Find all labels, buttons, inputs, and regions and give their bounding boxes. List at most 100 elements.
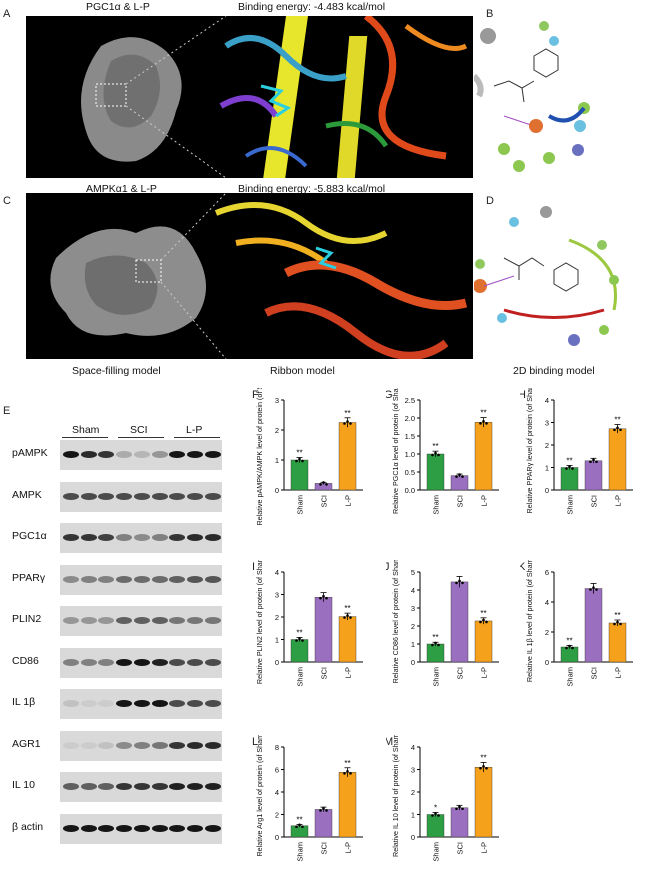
data-point	[595, 588, 598, 591]
significance-mark: **	[480, 609, 486, 618]
wb-band	[116, 617, 133, 624]
wb-band	[204, 783, 221, 790]
wb-band	[116, 575, 133, 583]
y-tick-label: 4	[545, 598, 549, 607]
data-point	[458, 805, 461, 809]
docking-c-image	[26, 192, 473, 360]
y-tick-label: 2	[545, 628, 549, 637]
wb-band	[98, 534, 115, 541]
significance-mark: **	[432, 442, 438, 451]
y-tick-label: 1.0	[405, 450, 415, 459]
data-point	[589, 588, 592, 591]
y-tick-label: 3	[411, 766, 415, 775]
data-point	[619, 428, 622, 432]
wb-band	[133, 824, 150, 832]
wb-band	[63, 534, 79, 541]
wb-band	[133, 783, 150, 790]
bar-sham	[560, 467, 579, 491]
y-tick-label: 4	[411, 586, 415, 595]
data-point	[568, 465, 571, 468]
significance-mark: **	[614, 611, 620, 620]
wb-band	[186, 783, 203, 790]
significance-mark: **	[344, 759, 350, 768]
wb-band	[80, 575, 97, 583]
significance-mark: **	[566, 636, 572, 645]
y-tick-label: 2	[411, 622, 415, 631]
wb-band	[98, 741, 115, 749]
panel-label: L	[252, 736, 258, 748]
chart-L: L 0 2 4 6 8 Relative Arg1 level of protein (of…	[250, 731, 378, 880]
y-tick-label: 2.5	[405, 396, 415, 405]
y-tick-label: 0	[545, 658, 549, 667]
wb-band	[63, 783, 79, 790]
wb-band	[169, 741, 186, 749]
bar-l-p	[608, 622, 627, 663]
wb-blot-row	[60, 481, 222, 512]
wb-band	[151, 783, 168, 790]
chart-svg: I 0 1 2 3 4 Relative PLIN2 level of protein (o…	[252, 554, 363, 687]
wb-blot-row	[60, 730, 222, 761]
y-tick-label: 0	[411, 658, 415, 667]
wb-band	[151, 534, 168, 541]
data-point	[319, 483, 322, 486]
wb-band	[186, 451, 203, 458]
data-point	[319, 809, 322, 812]
wb-band	[98, 824, 115, 832]
data-point	[592, 458, 595, 462]
bar-sci	[584, 460, 603, 491]
bar-sci	[314, 809, 333, 838]
bar-l-p	[474, 422, 493, 491]
data-point	[349, 616, 352, 619]
x-tick-label: Sham	[566, 667, 575, 687]
wb-band	[151, 451, 168, 458]
wb-band	[116, 741, 133, 749]
wb-band	[151, 492, 168, 500]
x-tick-label: SCI	[456, 842, 465, 855]
chart-H: H 0 1 2 3 4 Relative PPARγ level of protein (o…	[518, 381, 648, 533]
significance-mark: **	[296, 449, 302, 458]
wb-band	[186, 534, 203, 541]
data-point	[616, 620, 619, 624]
x-tick-label: L-P	[344, 842, 353, 854]
data-point	[434, 812, 437, 815]
data-point	[298, 457, 301, 461]
y-axis-label: Relative PGC1α level of protein (of Sham…	[391, 388, 400, 514]
caption-space-filling: Space-filling model	[72, 365, 161, 377]
wb-band	[204, 741, 221, 749]
chart-M: M 0 1 2 3 4 Relative IL 10 level of protein (o…	[384, 731, 514, 880]
y-tick-label: 4	[545, 396, 549, 405]
docking-a-image	[26, 13, 473, 179]
y-axis-label: Relative pAMPK/AMPK level of protein (of…	[255, 388, 264, 526]
chart-svg: J 0 1 2 3 4 5 Relative CD86 level of protein (o…	[384, 555, 499, 687]
x-tick-label: L-P	[480, 495, 489, 507]
panel-label-e: E	[3, 405, 11, 417]
wb-band	[80, 492, 97, 500]
data-point	[343, 616, 346, 619]
wb-blot-row	[60, 523, 222, 553]
wb-label-9: β actin	[12, 820, 44, 833]
chart-G: G 0.0 0.5 1.0 1.5 2.0 2.5 Relative PGC1α level …	[384, 380, 514, 533]
caption-2d: 2D binding model	[513, 365, 595, 377]
x-tick-label: Sham	[566, 495, 575, 515]
data-point	[485, 766, 488, 770]
data-point	[319, 596, 322, 600]
panel-label-c: C	[3, 195, 11, 207]
data-point	[437, 643, 440, 647]
wb-band	[133, 575, 150, 583]
bar-sham	[290, 459, 309, 491]
wb-band	[204, 617, 221, 624]
docking-a-energy: Binding energy: -4.483 kcal/mol	[238, 1, 386, 13]
data-point	[568, 644, 571, 648]
significance-mark: **	[614, 415, 620, 424]
wb-label-8: IL 10	[12, 779, 35, 791]
wb-band	[98, 451, 115, 458]
data-point	[325, 596, 328, 600]
data-point	[571, 646, 574, 650]
wb-band	[169, 575, 186, 583]
significance-mark: **	[296, 815, 302, 824]
wb-band	[186, 700, 203, 707]
wb-band	[80, 451, 97, 458]
data-point	[482, 420, 485, 423]
wb-band	[63, 658, 79, 666]
y-tick-label: 0	[275, 658, 279, 667]
